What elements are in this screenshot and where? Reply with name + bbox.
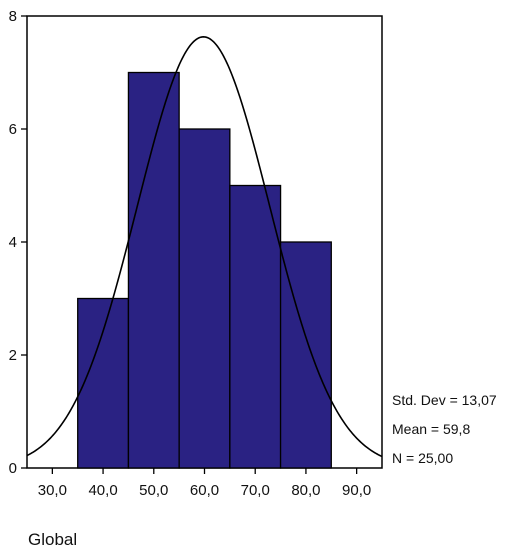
histogram-bar-2 <box>127 71 180 469</box>
stat-n: N = 25,00 <box>392 450 453 466</box>
y-tick-label: 2 <box>9 347 17 364</box>
stat-std-dev: Std. Dev = 13,07 <box>392 392 497 408</box>
x-tick-label: 50,0 <box>139 482 168 499</box>
x-tick-label: 80,0 <box>291 482 320 499</box>
histogram-bar-1 <box>77 297 130 469</box>
x-axis-label: Global <box>28 530 78 549</box>
x-tick-label: 40,0 <box>88 482 117 499</box>
y-tick-label: 0 <box>9 460 17 477</box>
x-tick-label: 60,0 <box>190 482 219 499</box>
x-tick-label: 90,0 <box>342 482 371 499</box>
histogram-bar-3 <box>178 128 231 469</box>
x-tick-label: 70,0 <box>241 482 270 499</box>
x-tick-label: 30,0 <box>38 482 67 499</box>
y-tick-label: 8 <box>9 8 17 25</box>
y-tick-label: 4 <box>9 234 17 251</box>
y-tick-label: 6 <box>9 121 17 138</box>
normal-curve <box>26 36 383 458</box>
histogram-bar-4 <box>229 184 282 469</box>
stat-mean: Mean = 59,8 <box>392 421 470 437</box>
